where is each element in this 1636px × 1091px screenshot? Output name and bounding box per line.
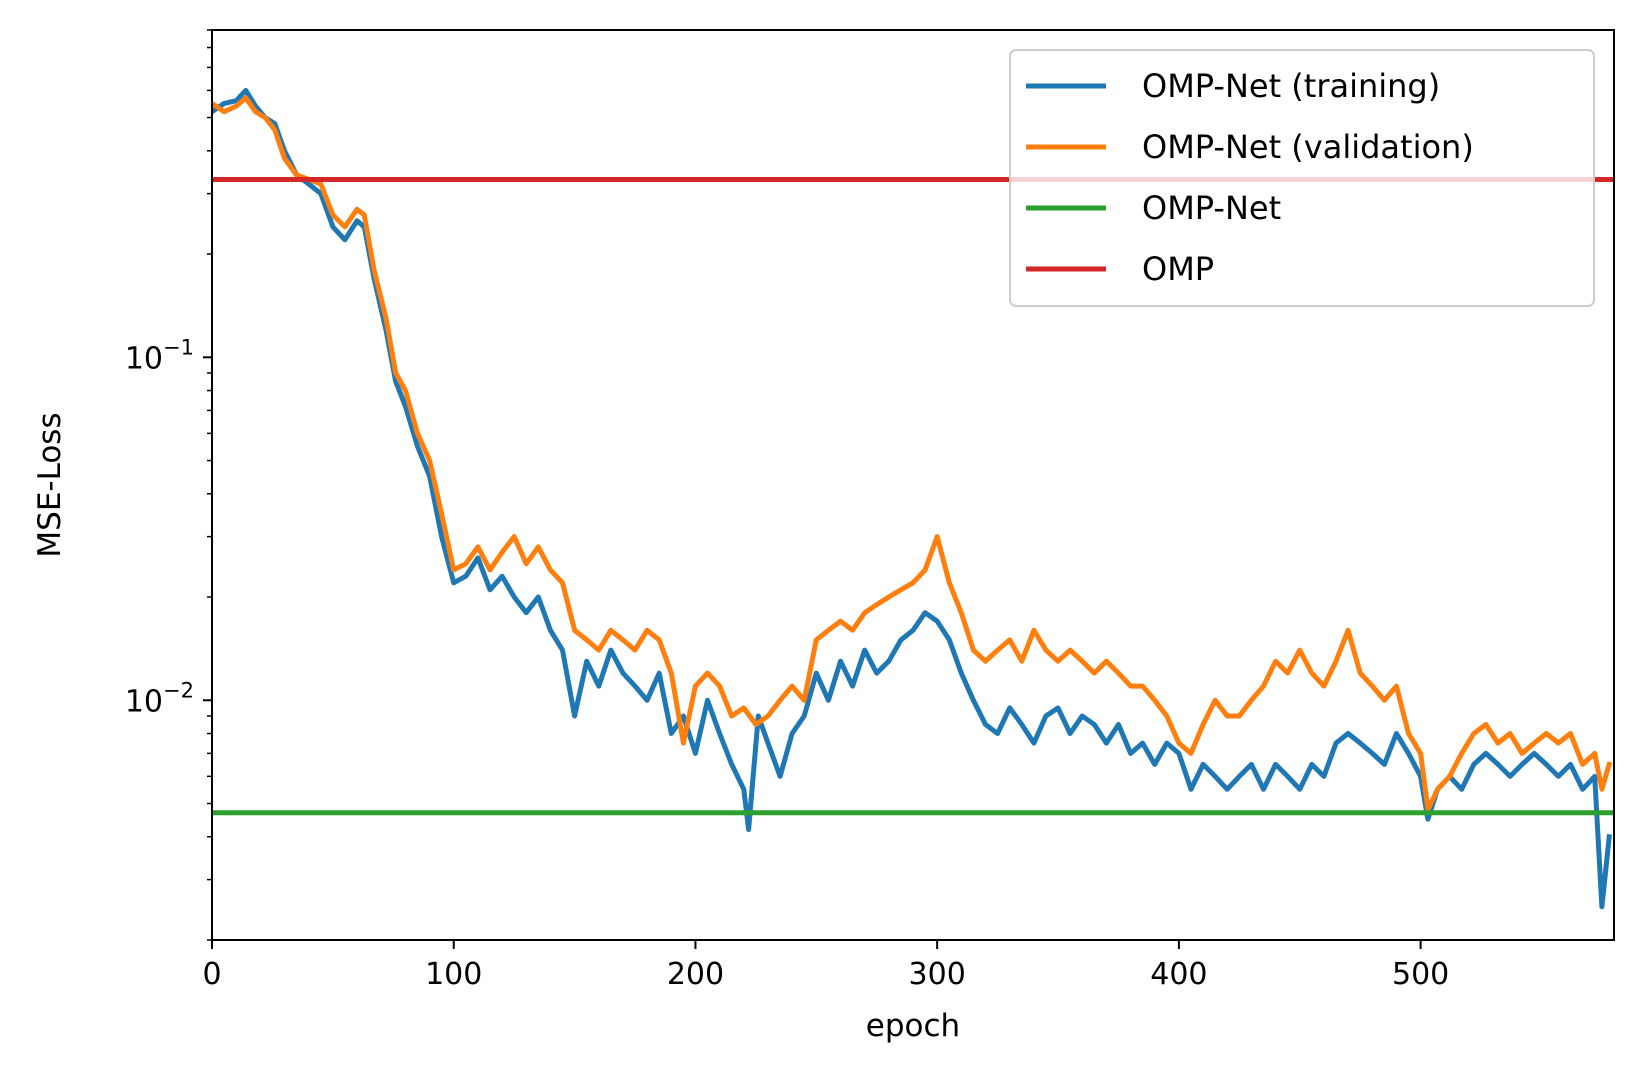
legend-label-omp-net-training-0: OMP-Net (training): [1142, 67, 1440, 105]
legend-label-omp-net-validation-1: OMP-Net (validation): [1142, 128, 1474, 166]
y-axis-label: MSE-Loss: [32, 412, 68, 557]
legend-label-omp-net-2: OMP-Net: [1142, 189, 1281, 227]
axes-frame: [211, 29, 1615, 941]
x-tick-label: 100: [425, 957, 482, 992]
series-line-omp-net-validation-1: [212, 95, 1613, 813]
y-tick-label: 10−2: [125, 678, 194, 719]
x-axis-label: epoch: [866, 1008, 960, 1044]
x-tick-label: 200: [667, 957, 724, 992]
series-group: [212, 87, 1614, 910]
x-tick-label: 300: [909, 957, 966, 992]
legend: OMP-Net (training) OMP-Net (validation) OM…: [1009, 49, 1595, 307]
plot-area: [212, 87, 1614, 910]
x-tick-label: 400: [1150, 957, 1207, 992]
x-tick-label: 500: [1392, 957, 1449, 992]
legend-box: [1009, 49, 1595, 307]
x-tick-label: 0: [202, 957, 221, 992]
legend-label-omp-3: OMP: [1142, 250, 1214, 288]
series-line-omp-net-training-0: [212, 87, 1612, 910]
y-tick-label: 10−1: [125, 335, 194, 376]
axes: 0 100 200 300 400 500 10−1 10−2: [125, 29, 1615, 992]
